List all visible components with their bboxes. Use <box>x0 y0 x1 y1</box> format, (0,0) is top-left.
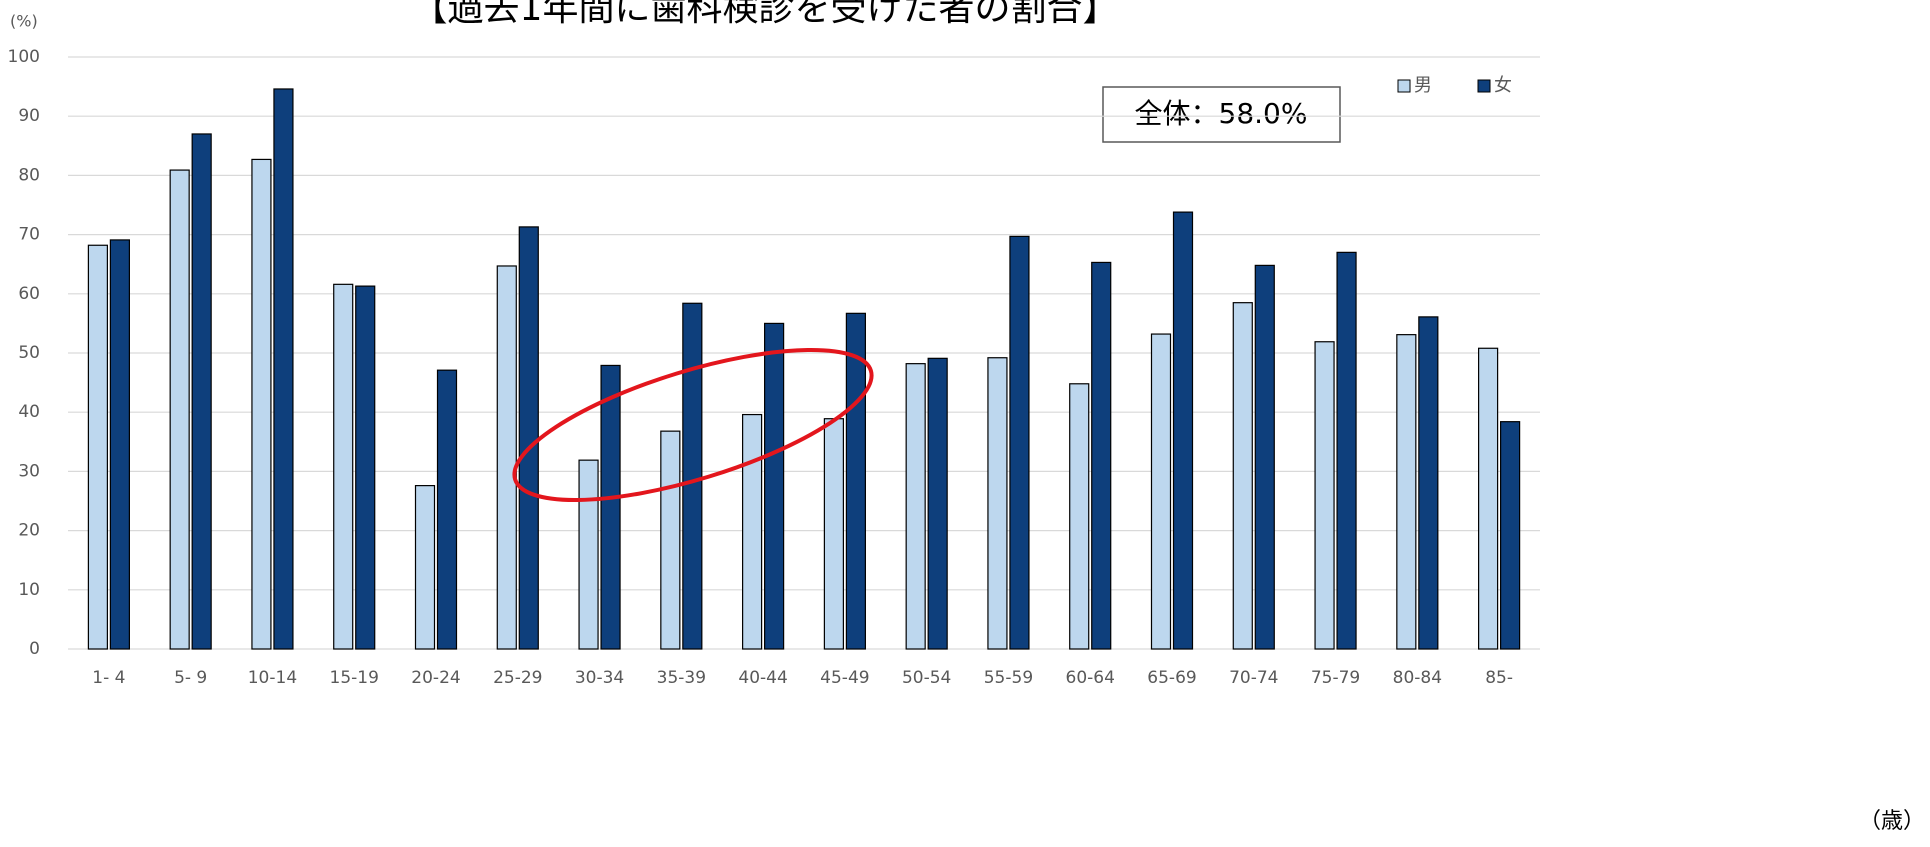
x-tick-label: 70-74 <box>1229 668 1278 688</box>
x-tick-label: 10-14 <box>248 668 297 688</box>
bar <box>1172 211 1194 650</box>
x-tick-label: 45-49 <box>820 668 869 688</box>
bar <box>273 88 294 650</box>
bar <box>1478 347 1499 650</box>
y-tick-label: 40 <box>18 402 40 422</box>
x-unit: （歳） <box>1859 809 1925 834</box>
bar <box>845 312 866 650</box>
bar <box>414 485 436 650</box>
x-tick-label: 40-44 <box>738 668 787 688</box>
plot: 0 10 20 30 40 50 60 70 80 90 100 1- 4 5- 9 10-14 15-19… <box>8 47 1540 688</box>
y-tick-label: 100 <box>8 47 40 67</box>
bar <box>905 363 926 650</box>
bar <box>191 133 212 650</box>
x-tick-label: 25-29 <box>493 668 542 688</box>
bar <box>87 244 108 650</box>
bar <box>1069 383 1090 650</box>
y-tick-label: 80 <box>18 165 40 185</box>
legend-swatch <box>1477 79 1491 93</box>
bar <box>682 302 703 650</box>
x-tick-label: 85- <box>1485 668 1513 688</box>
y-tick-label: 50 <box>18 343 40 363</box>
bar <box>764 322 785 650</box>
bar <box>987 357 1008 650</box>
y-tick-label: 10 <box>18 580 40 600</box>
x-tick-label: 30-34 <box>575 668 624 688</box>
bar <box>109 239 130 650</box>
x-tick-label: 35-39 <box>657 668 706 688</box>
bar <box>1396 334 1417 650</box>
bar <box>660 430 681 650</box>
bar <box>496 265 517 650</box>
bar <box>251 158 272 650</box>
bar <box>823 418 844 650</box>
y-tick-label: 60 <box>18 284 40 304</box>
x-tick-label: 75-79 <box>1311 668 1360 688</box>
x-tick-label: 5- 9 <box>174 668 207 688</box>
bar <box>742 413 763 650</box>
bar <box>1232 302 1253 650</box>
legend-label: 女 <box>1494 75 1512 96</box>
bar <box>600 364 621 650</box>
bar <box>1500 421 1521 650</box>
annotation-box <box>1102 86 1341 143</box>
y-tick-label: 70 <box>18 225 40 245</box>
y-unit: (%) <box>10 12 38 31</box>
x-tick-label: 80-84 <box>1393 668 1442 688</box>
bar <box>578 459 599 650</box>
bar <box>333 283 354 650</box>
x-tick-label: 55-59 <box>984 668 1033 688</box>
x-tick-label: 65-69 <box>1147 668 1196 688</box>
x-tick-label: 60-64 <box>1066 668 1115 688</box>
chart-title: 【過去1年間に歯科検診を受けた者の割合】 <box>412 0 1119 29</box>
y-tick-label: 30 <box>18 461 40 481</box>
bar <box>436 369 458 650</box>
bar <box>1150 333 1172 650</box>
x-tick-label: 20-24 <box>411 668 460 688</box>
bar <box>927 357 948 650</box>
x-tick-label: 50-54 <box>902 668 951 688</box>
annotation: 全体：58.0% <box>1135 97 1308 130</box>
bar <box>355 285 376 650</box>
highlight-ellipse <box>512 348 874 502</box>
bar <box>1091 261 1112 650</box>
bar <box>1418 316 1439 650</box>
legend-swatch <box>1397 79 1411 93</box>
legend-label: 男 <box>1414 75 1432 96</box>
bar <box>518 226 539 650</box>
bar <box>1254 264 1275 650</box>
y-tick-label: 90 <box>18 106 40 126</box>
bar <box>1009 235 1030 650</box>
y-tick-label: 0 <box>29 639 40 659</box>
x-tick-label: 1- 4 <box>92 668 125 688</box>
x-tick-label: 15-19 <box>330 668 379 688</box>
bar <box>169 169 190 650</box>
y-tick-label: 20 <box>18 521 40 541</box>
bar <box>1314 341 1335 650</box>
bar <box>1336 251 1357 650</box>
